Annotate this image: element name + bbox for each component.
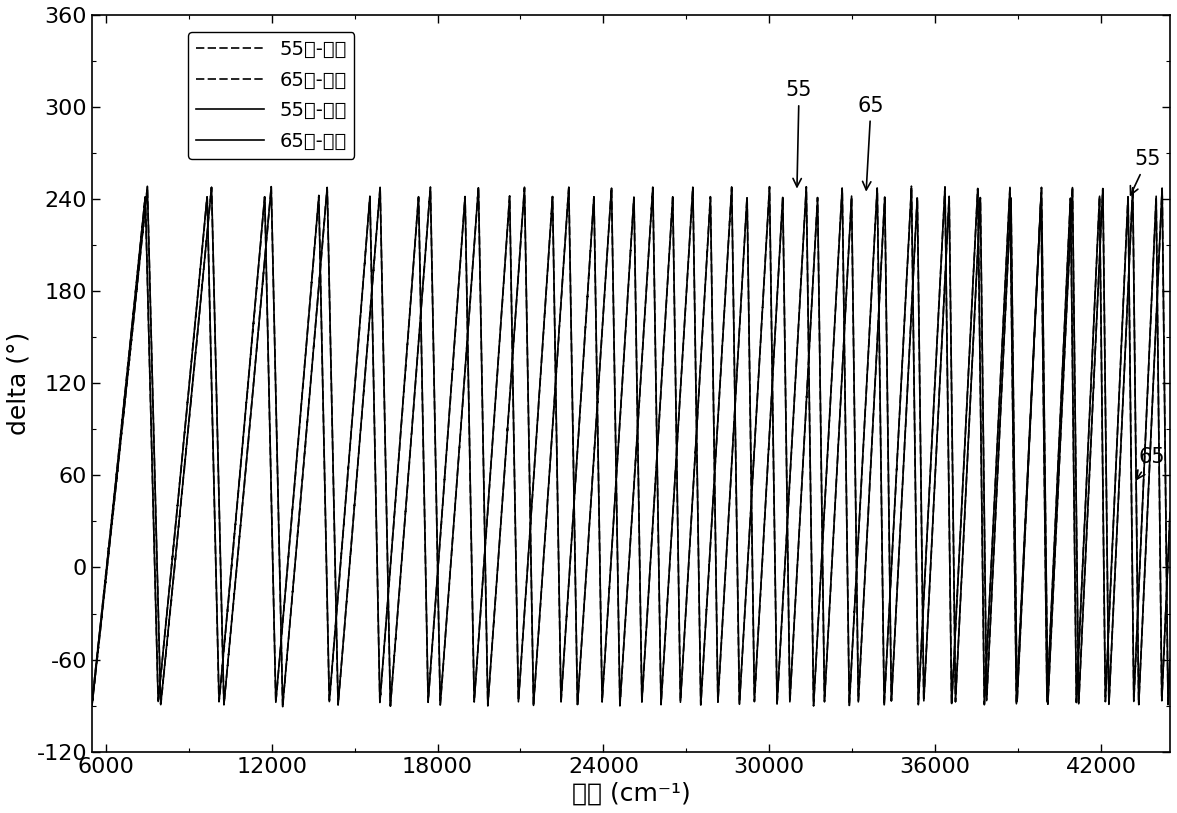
55度-测量	[139, 193, 153, 203]
65度-计算	[476, 583, 490, 593]
65度-测量	[1163, 508, 1177, 518]
65度-测量	[1070, 698, 1084, 707]
55度-测量	[884, 565, 898, 575]
65度-测量	[770, 295, 784, 305]
65度-测量	[942, 196, 956, 206]
55度-计算	[723, 211, 737, 221]
55度-测量	[723, 212, 737, 222]
65度-测量	[85, 697, 99, 706]
Line: 55度-测量: 55度-测量	[92, 186, 1170, 706]
55度-测量	[942, 497, 956, 506]
Line: 65度-计算: 65度-计算	[92, 196, 1170, 702]
55度-测量	[476, 402, 490, 411]
65度-计算	[845, 191, 859, 201]
65度-计算	[723, 491, 737, 501]
Y-axis label: delta (°): delta (°)	[7, 332, 31, 435]
Line: 55度-计算: 55度-计算	[92, 187, 1170, 706]
55度-测量	[1163, 654, 1177, 664]
Line: 65度-测量: 65度-测量	[92, 195, 1170, 702]
65度-测量	[476, 580, 490, 590]
65度-计算	[770, 297, 784, 307]
55度-测量	[275, 702, 290, 711]
Text: 65: 65	[1137, 447, 1165, 479]
65度-计算	[942, 197, 956, 207]
65度-计算	[884, 696, 898, 706]
65度-测量	[139, 225, 153, 235]
Text: 55: 55	[786, 80, 812, 187]
65度-测量	[723, 489, 737, 498]
Text: 55: 55	[1130, 150, 1161, 195]
55度-计算	[884, 565, 898, 575]
55度-计算	[139, 193, 153, 203]
55度-测量	[770, 700, 784, 710]
55度-测量	[904, 181, 918, 191]
55度-计算	[140, 182, 154, 192]
55度-计算	[1163, 654, 1177, 664]
Legend: 55度-测量, 65度-测量, 55度-计算, 65度-计算: 55度-测量, 65度-测量, 55度-计算, 65度-计算	[188, 32, 354, 159]
55度-计算	[85, 701, 99, 711]
X-axis label: 波数 (cm⁻¹): 波数 (cm⁻¹)	[572, 782, 691, 806]
65度-测量	[312, 190, 326, 200]
55度-计算	[942, 487, 956, 497]
65度-计算	[139, 225, 153, 235]
65度-计算	[1163, 508, 1177, 518]
Text: 65: 65	[858, 96, 884, 190]
55度-测量	[85, 699, 99, 709]
65度-计算	[85, 698, 99, 707]
55度-计算	[476, 402, 490, 411]
65度-测量	[884, 696, 898, 706]
55度-计算	[770, 699, 784, 709]
